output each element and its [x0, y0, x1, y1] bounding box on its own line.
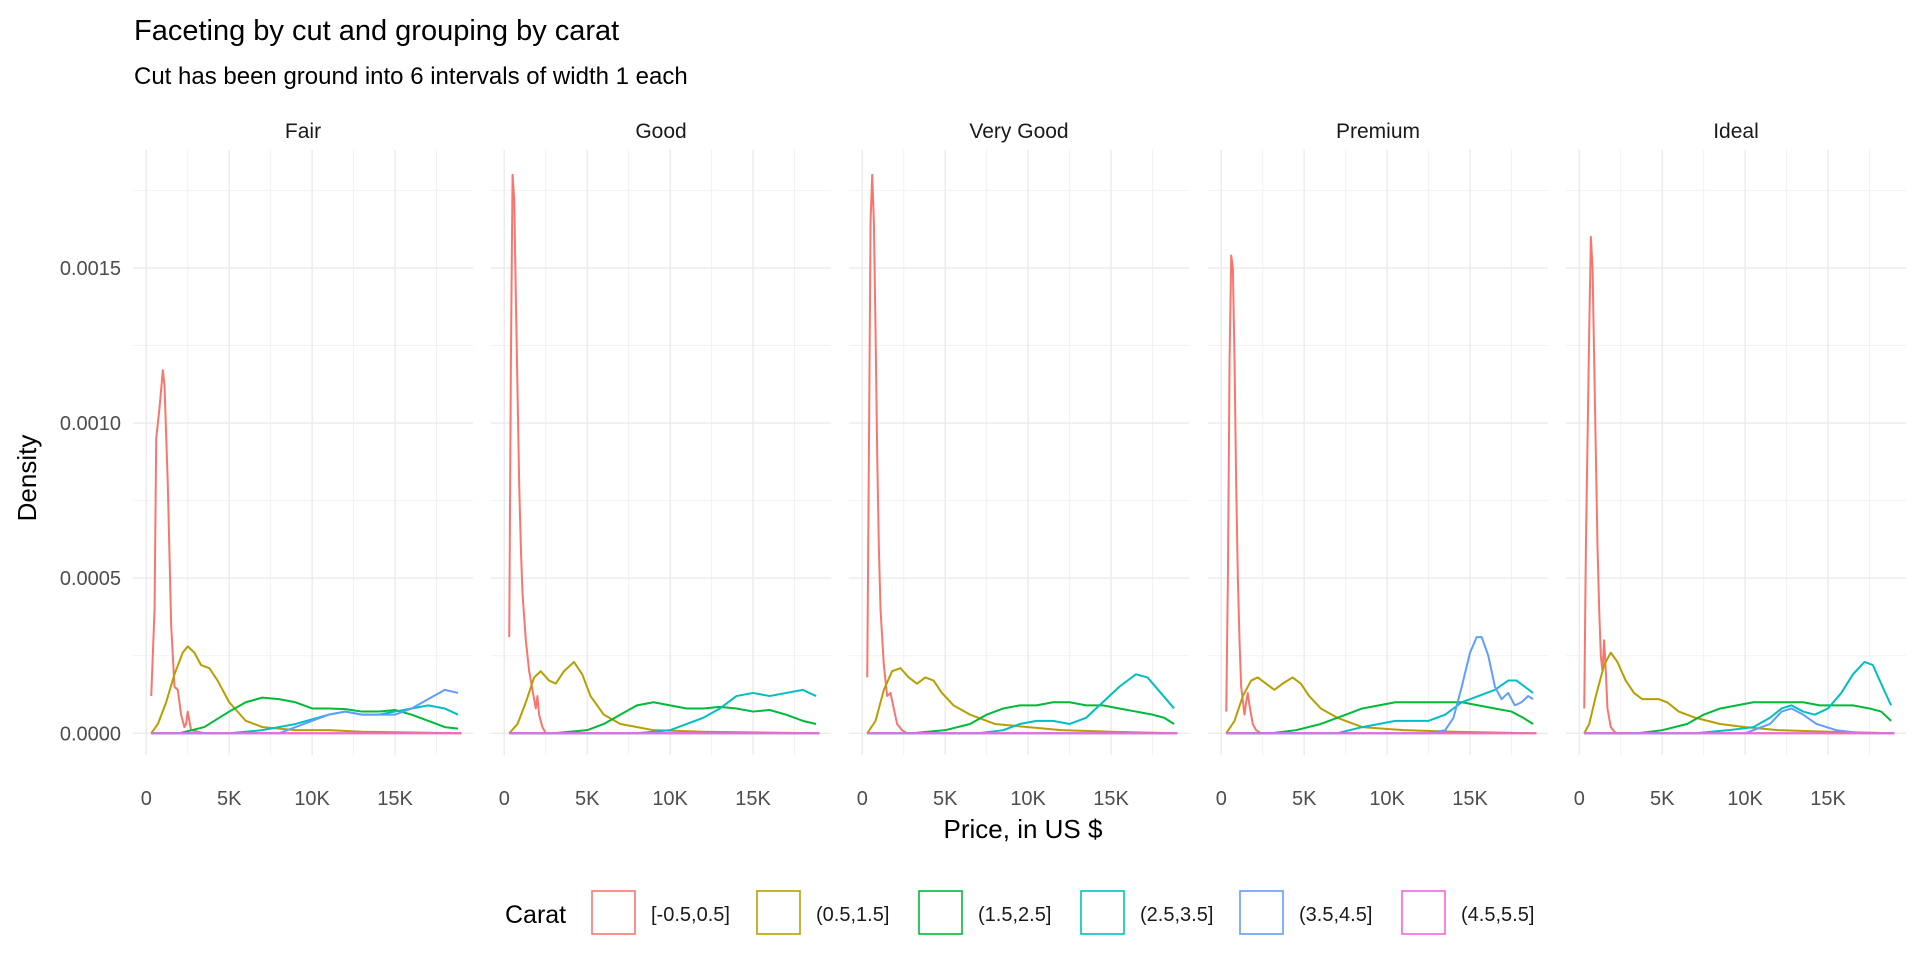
facet-label: Fair [285, 120, 321, 143]
legend-item: (0.5,1.5] [756, 890, 889, 935]
x-tick-label: 10K [652, 788, 688, 810]
y-tick-label: 0.0005 [60, 568, 121, 590]
facet-panel: Ideal 0 5K 10K 15K [1566, 120, 1906, 810]
density-line [867, 701, 1175, 735]
y-tick-label: 0.0015 [60, 258, 121, 280]
density-line [1226, 636, 1534, 735]
density-line [1225, 676, 1537, 735]
y-tick-label: 0.0010 [60, 413, 121, 435]
density-line [151, 696, 459, 735]
facet-label: Good [635, 120, 686, 143]
x-tick-label: 5K [1292, 788, 1317, 810]
legend-item: [-0.5,0.5] [591, 890, 730, 935]
facet-panel: Fair 0 5K 10K 15K [133, 120, 473, 810]
legend-key [756, 890, 801, 935]
x-tick-label: 0 [141, 788, 152, 810]
density-line [509, 701, 817, 735]
legend-title: Carat [505, 901, 566, 929]
legend-item: (3.5,4.5] [1239, 890, 1372, 935]
density-line [509, 688, 817, 735]
x-tick-label: 10K [294, 788, 330, 810]
x-tick-label: 5K [575, 788, 600, 810]
density-line [150, 645, 462, 735]
density-line [151, 688, 459, 735]
legend-label: (4.5,5.5] [1461, 904, 1534, 926]
density-line [1583, 235, 1895, 735]
density-line [867, 673, 1175, 735]
legend: Carat [-0.5,0.5] (0.5,1.5] (1.5,2.5] (2.5,3.… [505, 890, 1534, 935]
legend-item: (2.5,3.5] [1080, 890, 1213, 935]
x-tick-label: 15K [735, 788, 771, 810]
x-tick-label: 0 [857, 788, 868, 810]
y-axis-title: Density [12, 435, 42, 522]
x-tick-label: 0 [1216, 788, 1227, 810]
density-line [1584, 701, 1892, 735]
facet-label: Very Good [969, 120, 1068, 143]
x-tick-label: 0 [1574, 788, 1585, 810]
x-tick-label: 0 [499, 788, 510, 810]
density-line [508, 173, 820, 735]
density-line [866, 667, 1178, 735]
x-tick-label: 15K [1810, 788, 1846, 810]
y-tick-label: 0.0000 [60, 723, 121, 745]
x-tick-label: 10K [1369, 788, 1405, 810]
x-axis-title: Price, in US $ [944, 814, 1103, 844]
x-tick-label: 15K [1093, 788, 1129, 810]
chart-subtitle: Cut has been ground into 6 intervals of … [134, 63, 688, 90]
legend-label: (3.5,4.5] [1299, 904, 1372, 926]
legend-label: (0.5,1.5] [816, 904, 889, 926]
density-line [1226, 679, 1534, 735]
facet-panel: Premium 0 5K 10K 15K [1208, 120, 1548, 810]
legend-key [918, 890, 963, 935]
x-tick-label: 5K [1650, 788, 1675, 810]
legend-item: (1.5,2.5] [918, 890, 1051, 935]
density-line [1225, 254, 1537, 735]
x-tick-label: 15K [377, 788, 413, 810]
legend-label: (2.5,3.5] [1140, 904, 1213, 926]
legend-key [1239, 890, 1284, 935]
x-tick-label: 5K [217, 788, 242, 810]
density-line [150, 369, 462, 735]
density-line [1584, 707, 1895, 735]
legend-key [1080, 890, 1125, 935]
x-tick-label: 5K [933, 788, 958, 810]
legend-item: (4.5,5.5] [1401, 890, 1534, 935]
density-line [866, 173, 1178, 735]
x-tick-label: 10K [1727, 788, 1763, 810]
legend-key [1401, 890, 1446, 935]
facet-panel: Good 0 5K 10K 15K [491, 120, 831, 810]
facet-panels: Fair 0 5K 10K 15K Good 0 5K 10K 15K Very Good 0 5K 10… [133, 120, 1906, 810]
facet-label: Premium [1336, 120, 1420, 143]
y-axis: 0.0000 0.0005 0.0010 0.0015 [60, 258, 121, 745]
density-line [1583, 651, 1895, 735]
facet-panel: Very Good 0 5K 10K 15K [849, 120, 1189, 810]
density-line [1226, 701, 1534, 735]
legend-key [591, 890, 636, 935]
legend-label: (1.5,2.5] [978, 904, 1051, 926]
x-tick-label: 15K [1452, 788, 1488, 810]
chart-title: Faceting by cut and grouping by carat [134, 15, 619, 47]
legend-label: [-0.5,0.5] [651, 904, 730, 926]
density-line [508, 660, 820, 735]
facet-label: Ideal [1713, 120, 1759, 143]
x-tick-label: 10K [1010, 788, 1046, 810]
density-line [1584, 660, 1892, 735]
